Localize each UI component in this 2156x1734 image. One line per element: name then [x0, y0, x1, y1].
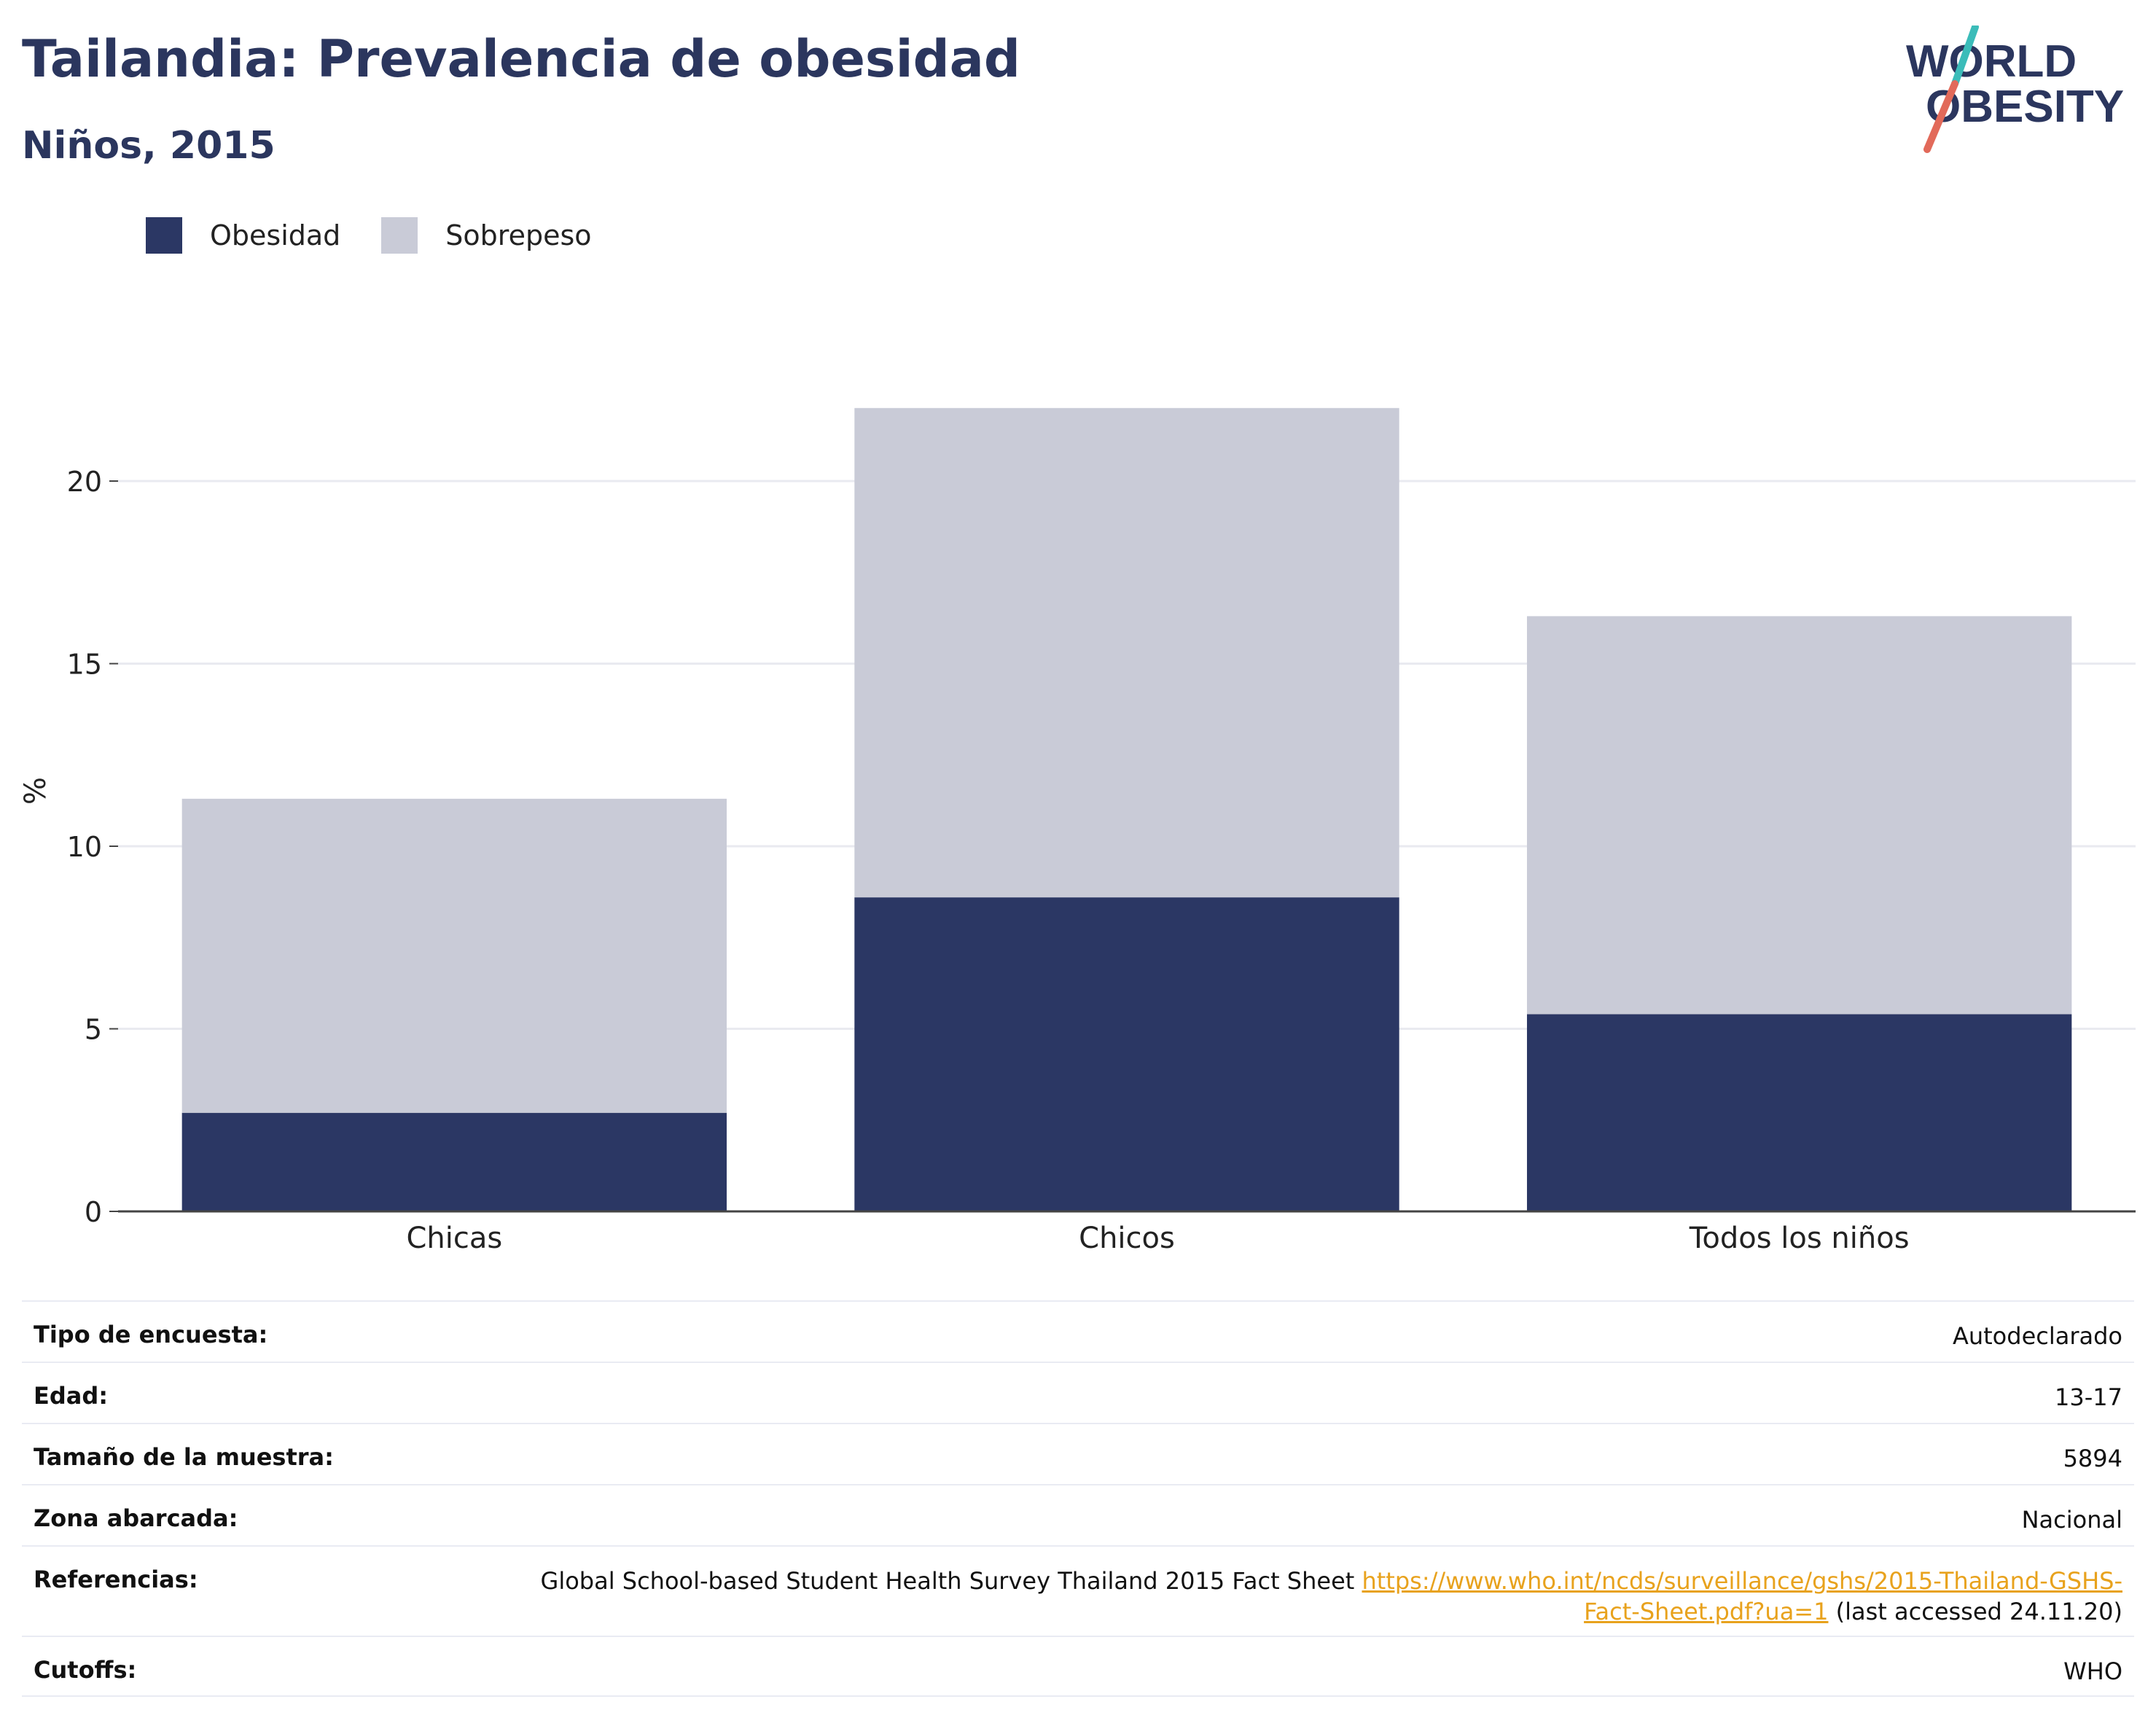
bars: [181, 407, 2072, 1211]
info-row-survey-type: Tipo de encuesta: Autodeclarado: [22, 1300, 2134, 1362]
logo-line-1: WORLD: [1906, 36, 2077, 87]
info-label-age: Edad:: [34, 1382, 109, 1410]
legend-label-obesity: Obesidad: [210, 219, 341, 251]
legend-item-overweight[interactable]: Sobrepeso: [381, 217, 592, 254]
reference-link[interactable]: https://www.who.int/ncds/surveillance/gs…: [1362, 1567, 2122, 1625]
info-label-references: Referencias:: [34, 1566, 198, 1593]
bar-overweight-2[interactable]: [1526, 616, 2072, 1015]
info-value-survey-type: Autodeclarado: [1952, 1322, 2122, 1350]
x-tick-label: Todos los niños: [1689, 1222, 1910, 1254]
info-value-references: Global School-based Student Health Surve…: [519, 1566, 2122, 1627]
y-tick-label: 5: [85, 1014, 102, 1046]
y-tick-label: 20: [67, 466, 102, 498]
bar-overweight-1[interactable]: [854, 407, 1399, 898]
reference-accessed-note: (last accessed 24.11.20): [1835, 1598, 2122, 1625]
bar-overweight-0[interactable]: [181, 798, 727, 1113]
y-tick-label: 10: [67, 831, 102, 863]
legend-swatch-overweight: [381, 217, 418, 254]
page-subtitle: Niños, 2015: [22, 124, 276, 168]
bar-obesity-0[interactable]: [181, 1112, 727, 1211]
y-tick-label: 15: [67, 649, 102, 681]
bar-obesity-2[interactable]: [1526, 1014, 2072, 1211]
chart-legend: Obesidad Sobrepeso: [146, 217, 633, 254]
info-value-sample-size: 5894: [2063, 1445, 2122, 1472]
x-tick-label: Chicos: [1079, 1222, 1175, 1254]
info-row-cutoffs: Cutoffs: WHO: [22, 1636, 2134, 1697]
info-row-age: Edad: 13-17: [22, 1362, 2134, 1423]
info-row-references: Referencias: Global School-based Student…: [22, 1545, 2134, 1636]
stacked-bar-chart: 0 5 10 15 20 Chicas Chicos Todos los niños %: [19, 407, 2136, 1254]
info-label-area: Zona abarcada:: [34, 1504, 238, 1532]
y-axis-label: %: [19, 777, 52, 805]
page-title: Tailandia: Prevalencia de obesidad: [22, 29, 1021, 89]
logo-line-2: OBESITY: [1926, 82, 2124, 132]
axis-ticks: 0 5 10 15 20 Chicas Chicos Todos los niños: [67, 466, 1910, 1254]
legend-swatch-obesity: [146, 217, 182, 254]
x-tick-label: Chicas: [406, 1222, 502, 1254]
legend-item-obesity[interactable]: Obesidad: [146, 217, 340, 254]
info-row-sample-size: Tamaño de la muestra: 5894: [22, 1423, 2134, 1484]
info-label-sample-size: Tamaño de la muestra:: [34, 1443, 334, 1471]
bar-obesity-1[interactable]: [854, 897, 1399, 1211]
info-label-survey-type: Tipo de encuesta:: [34, 1321, 268, 1348]
reference-text: Global School-based Student Health Surve…: [540, 1567, 1355, 1595]
legend-label-overweight: Sobrepeso: [445, 219, 592, 251]
info-value-cutoffs: WHO: [2063, 1657, 2122, 1685]
survey-info-table: Tipo de encuesta: Autodeclarado Edad: 13…: [22, 1300, 2134, 1697]
y-tick-label: 0: [85, 1196, 102, 1228]
info-label-cutoffs: Cutoffs:: [34, 1656, 137, 1684]
info-value-area: Nacional: [2021, 1506, 2122, 1534]
info-row-area: Zona abarcada: Nacional: [22, 1484, 2134, 1545]
info-value-age: 13-17: [2055, 1383, 2122, 1411]
world-obesity-logo: WORLD OBESITY: [1895, 23, 2143, 157]
